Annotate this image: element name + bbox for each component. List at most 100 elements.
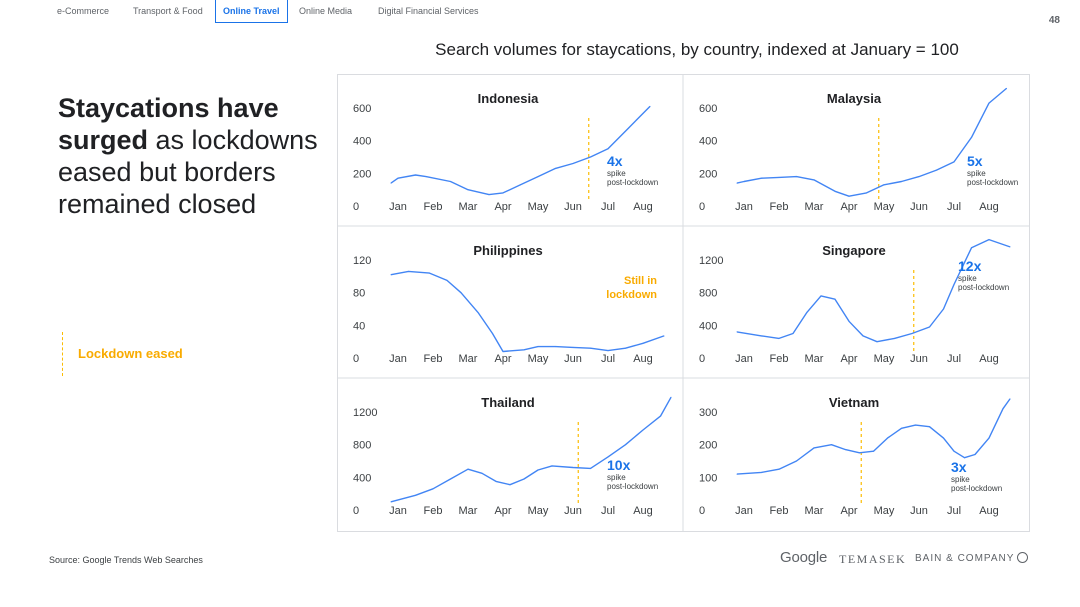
annotation-sub: post-lockdown (967, 178, 1018, 187)
data-point-thailand (660, 415, 661, 417)
panel-title-malaysia: Malaysia (827, 91, 882, 106)
annotation-sub: spike (951, 475, 970, 484)
x-tick-label: Jan (389, 353, 407, 365)
x-tick-label: Feb (770, 201, 789, 213)
x-tick-label: Jul (601, 505, 615, 517)
data-point-vietnam (964, 457, 965, 459)
x-tick-label: Feb (424, 353, 443, 365)
google-logo: Google (780, 549, 828, 566)
data-point-indonesia (572, 163, 574, 165)
x-tick-label: Jan (389, 505, 407, 517)
y-tick-label: 400 (353, 136, 371, 148)
headline-rest: as lockdowns eased but borders remained … (58, 125, 318, 219)
data-point-indonesia (537, 176, 539, 178)
data-point-thailand (415, 494, 416, 496)
data-point-singapore (806, 311, 808, 313)
x-tick-label: May (528, 353, 549, 365)
data-point-singapore (876, 341, 878, 343)
x-tick-label: Apr (840, 201, 857, 213)
chart-title: Search volumes for staycations, by count… (435, 40, 959, 59)
data-point-singapore (834, 298, 836, 300)
x-tick-label: Mar (805, 201, 824, 213)
y-tick-label: 200 (353, 168, 371, 180)
x-tick-label: Jun (564, 353, 582, 365)
panel-title-thailand: Thailand (481, 395, 535, 410)
x-tick-label: May (874, 353, 895, 365)
annotation-status-philippines: Still in (624, 275, 657, 287)
data-point-vietnam (1002, 408, 1004, 410)
data-point-singapore (761, 335, 762, 337)
x-tick-label: Jul (601, 201, 615, 213)
x-tick-label: Jun (910, 201, 928, 213)
data-point-philippines (390, 274, 392, 276)
tab-ecommerce[interactable]: e-Commerce (57, 6, 110, 16)
data-point-philippines (555, 346, 556, 348)
x-tick-label: Jun (910, 353, 928, 365)
annotation-value-singapore: 12x (958, 258, 982, 274)
x-tick-label: Jun (910, 505, 928, 517)
x-tick-label: Feb (424, 201, 443, 213)
x-tick-label: Aug (979, 201, 999, 213)
temasek-logo: TEMASEK (839, 552, 907, 566)
annotation-sub: post-lockdown (607, 482, 658, 491)
data-point-philippines (572, 346, 574, 348)
x-tick-label: Mar (459, 201, 478, 213)
y-tick-label: 0 (699, 353, 705, 365)
series-line-singapore (736, 238, 1011, 343)
data-point-philippines (663, 335, 665, 337)
data-point-philippines (446, 279, 448, 281)
data-point-vietnam (953, 450, 955, 452)
annotation-sub: post-lockdown (951, 484, 1002, 493)
headline: Staycations have surged as lockdowns eas… (58, 92, 338, 220)
data-point-philippines (642, 342, 644, 344)
annotation-value-vietnam: 3x (951, 459, 967, 475)
tab-transport-food[interactable]: Transport & Food (133, 6, 203, 16)
x-tick-label: Jul (947, 505, 961, 517)
data-point-indonesia (649, 105, 651, 107)
data-point-vietnam (873, 450, 874, 452)
data-point-malaysia (883, 184, 885, 186)
y-tick-label: 1200 (353, 407, 377, 419)
tab-online-media[interactable]: Online Media (299, 6, 353, 16)
tab-online-travel[interactable]: Online Travel (215, 0, 288, 23)
data-point-indonesia (607, 148, 609, 150)
panel-title-vietnam: Vietnam (829, 395, 879, 410)
data-point-vietnam (778, 468, 780, 470)
y-tick-label: 100 (699, 472, 717, 484)
tab-digital-financial-services[interactable]: Digital Financial Services (378, 6, 479, 16)
data-point-malaysia (736, 182, 738, 184)
data-point-malaysia (918, 176, 920, 178)
annotation-sub: spike (958, 274, 977, 283)
y-tick-label: 80 (353, 288, 365, 300)
headline-bold: Staycations have surged (58, 93, 279, 155)
data-point-thailand (432, 488, 434, 490)
data-point-vietnam (1009, 398, 1011, 400)
annotation-status-philippines: lockdown (606, 289, 657, 301)
data-point-philippines (523, 349, 525, 351)
data-point-singapore (911, 333, 913, 334)
series-line-thailand (390, 396, 672, 503)
x-tick-label: May (528, 505, 549, 517)
data-point-indonesia (488, 194, 490, 196)
data-point-malaysia (866, 192, 867, 194)
annotation-sub: spike (967, 169, 986, 178)
data-point-singapore (778, 337, 780, 339)
data-point-vietnam (845, 449, 846, 451)
data-point-indonesia (467, 189, 469, 191)
data-point-malaysia (761, 177, 762, 179)
annotation-sub: post-lockdown (958, 283, 1009, 292)
x-tick-label: Aug (633, 201, 653, 213)
data-point-singapore (988, 239, 990, 241)
y-tick-label: 1200 (699, 255, 723, 267)
data-point-singapore (848, 320, 850, 322)
panel-title-singapore: Singapore (822, 243, 886, 258)
annotation-value-indonesia: 4x (607, 153, 623, 169)
data-point-philippines (460, 292, 462, 294)
data-point-vietnam (988, 437, 990, 439)
panel-title-indonesia: Indonesia (478, 91, 539, 106)
data-point-indonesia (415, 174, 416, 176)
data-point-indonesia (590, 156, 591, 158)
x-tick-label: May (874, 505, 895, 517)
y-tick-label: 0 (353, 353, 359, 365)
data-point-thailand (495, 480, 497, 482)
